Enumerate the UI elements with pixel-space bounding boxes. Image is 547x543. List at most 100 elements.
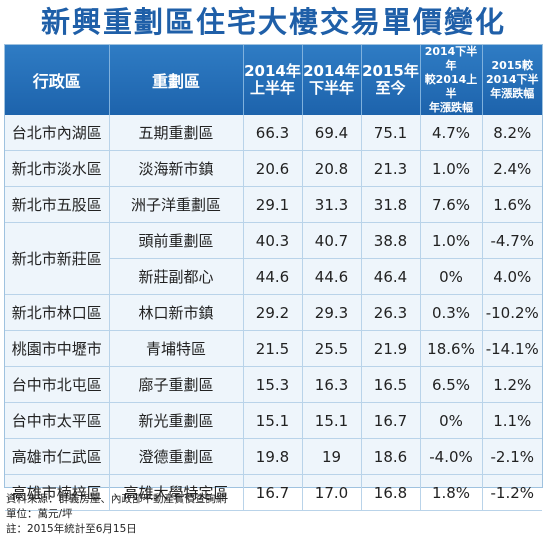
value-2014-h2: 31.3 [302,186,362,223]
header-row: 行政區 重劃區 2014年 上半年 2014年 下半年 2015年 至今 2014下半… [5,45,542,115]
value-2015: 18.6 [361,438,421,475]
table-row: 桃園市中壢市 青埔特區 21.5 25.5 21.9 18.6% -14.1% [5,330,542,367]
change-2015: -4.7% [482,222,542,259]
table-row: 高雄市楠梓區 高雄大學特定區 16.7 17.0 16.8 1.8% -1.2% [5,474,542,511]
zone-cell: 林口新市鎮 [109,294,244,331]
zone-cell: 五期重劃區 [109,115,244,151]
zone-cell: 青埔特區 [109,330,244,367]
price-table-container: 行政區 重劃區 2014年 上半年 2014年 下半年 2015年 至今 2014下半… [4,44,543,511]
change-2015: -1.2% [482,474,542,511]
district-cell: 新北市淡水區 [5,150,110,187]
district-cell: 高雄市楠梓區 [5,474,110,511]
value-2015: 31.8 [361,186,421,223]
table-row: 高雄市仁武區 澄德重劃區 19.8 19 18.6 -4.0% -2.1% [5,438,542,475]
table-row: 新莊副都心 44.6 44.6 46.4 0% 4.0% [5,258,542,295]
table-row: 新北市新莊區 頭前重劃區 40.3 40.7 38.8 1.0% -4.7% [5,222,542,295]
date-note: 註：2015年統計至6月15日 [6,523,137,535]
value-2015: 38.8 [361,222,421,259]
value-2014-h1: 29.2 [243,294,303,331]
zone-cell: 頭前重劃區 [109,222,244,259]
value-2014-h2: 25.5 [302,330,362,367]
change-2015: 1.2% [482,366,542,403]
value-2014-h1: 40.3 [243,222,303,259]
change-2014: -4.0% [420,438,483,475]
table-row: 台中市北屯區 廍子重劃區 15.3 16.3 16.5 6.5% 1.2% [5,366,542,403]
change-2014: 4.7% [420,115,483,151]
price-table: 行政區 重劃區 2014年 上半年 2014年 下半年 2015年 至今 2014下半… [5,45,542,511]
header-zone: 重劃區 [109,45,244,115]
change-2015: 1.1% [482,402,542,439]
change-2014: 6.5% [420,366,483,403]
zone-cell: 新光重劃區 [109,402,244,439]
district-cell: 台中市太平區 [5,402,110,439]
unit-note: 單位：萬元/坪 [6,508,73,520]
source-note: 資料來源：群義房屋、內政部不動產實價查詢網 [6,493,227,505]
change-2014: 0% [420,258,483,295]
value-2015: 21.9 [361,330,421,367]
header-2014-first-half: 2014年 上半年 [243,45,303,115]
value-2014-h1: 15.1 [243,402,303,439]
page-title: 新興重劃區住宅大樓交易單價變化 [40,5,506,39]
footer-notes: 資料來源：群義房屋、內政部不動產實價查詢網 單位：萬元/坪 註：2015年統計至… [6,492,541,537]
district-cell: 新北市林口區 [5,294,110,331]
change-2015: 1.6% [482,186,542,223]
change-2014: 0.3% [420,294,483,331]
district-cell: 新北市新莊區 [5,222,110,295]
header-district: 行政區 [5,45,110,115]
value-2014-h2: 15.1 [302,402,362,439]
change-2015: 4.0% [482,258,542,295]
zone-cell: 洲子洋重劃區 [109,186,244,223]
change-2014: 1.8% [420,474,483,511]
header-change-2014: 2014下半年 較2014上半 年漲跌幅 [420,45,483,115]
header-2014-second-half: 2014年 下半年 [302,45,362,115]
value-2015: 75.1 [361,115,421,151]
district-cell: 新北市五股區 [5,186,110,223]
value-2015: 26.3 [361,294,421,331]
change-2015: 8.2% [482,115,542,151]
value-2014-h1: 16.7 [243,474,303,511]
value-2015: 16.7 [361,402,421,439]
change-2014: 18.6% [420,330,483,367]
change-2015: -14.1% [482,330,542,367]
value-2014-h1: 19.8 [243,438,303,475]
table-row: 台北市內湖區 五期重劃區 66.3 69.4 75.1 4.7% 8.2% [5,115,542,151]
table-row: 新北市五股區 洲子洋重劃區 29.1 31.3 31.8 7.6% 1.6% [5,186,542,223]
district-cell: 台北市內湖區 [5,115,110,151]
table-row: 台中市太平區 新光重劃區 15.1 15.1 16.7 0% 1.1% [5,402,542,439]
value-2015: 46.4 [361,258,421,295]
table-row: 新北市淡水區 淡海新市鎮 20.6 20.8 21.3 1.0% 2.4% [5,150,542,187]
zone-cell: 高雄大學特定區 [109,474,244,511]
value-2014-h2: 17.0 [302,474,362,511]
value-2014-h2: 16.3 [302,366,362,403]
change-2015: -10.2% [482,294,542,331]
zone-cell: 廍子重劃區 [109,366,244,403]
change-2015: -2.1% [482,438,542,475]
value-2014-h1: 44.6 [243,258,303,295]
district-cell: 桃園市中壢市 [5,330,110,367]
value-2015: 16.5 [361,366,421,403]
value-2014-h1: 15.3 [243,366,303,403]
zone-cell: 澄德重劃區 [109,438,244,475]
value-2014-h1: 66.3 [243,115,303,151]
table-row: 新北市林口區 林口新市鎮 29.2 29.3 26.3 0.3% -10.2% [5,294,542,331]
change-2014: 1.0% [420,222,483,259]
value-2015: 16.8 [361,474,421,511]
change-2014: 0% [420,402,483,439]
value-2014-h1: 20.6 [243,150,303,187]
value-2014-h1: 21.5 [243,330,303,367]
value-2014-h2: 44.6 [302,258,362,295]
value-2014-h1: 29.1 [243,186,303,223]
header-change-2015: 2015較 2014下半 年漲跌幅 [482,45,542,115]
zone-cell: 新莊副都心 [109,258,244,295]
change-2014: 1.0% [420,150,483,187]
value-2014-h2: 69.4 [302,115,362,151]
value-2014-h2: 40.7 [302,222,362,259]
header-2015-to-date: 2015年 至今 [361,45,421,115]
zone-cell: 淡海新市鎮 [109,150,244,187]
district-cell: 台中市北屯區 [5,366,110,403]
change-2014: 7.6% [420,186,483,223]
change-2015: 2.4% [482,150,542,187]
district-cell: 高雄市仁武區 [5,438,110,475]
value-2015: 21.3 [361,150,421,187]
